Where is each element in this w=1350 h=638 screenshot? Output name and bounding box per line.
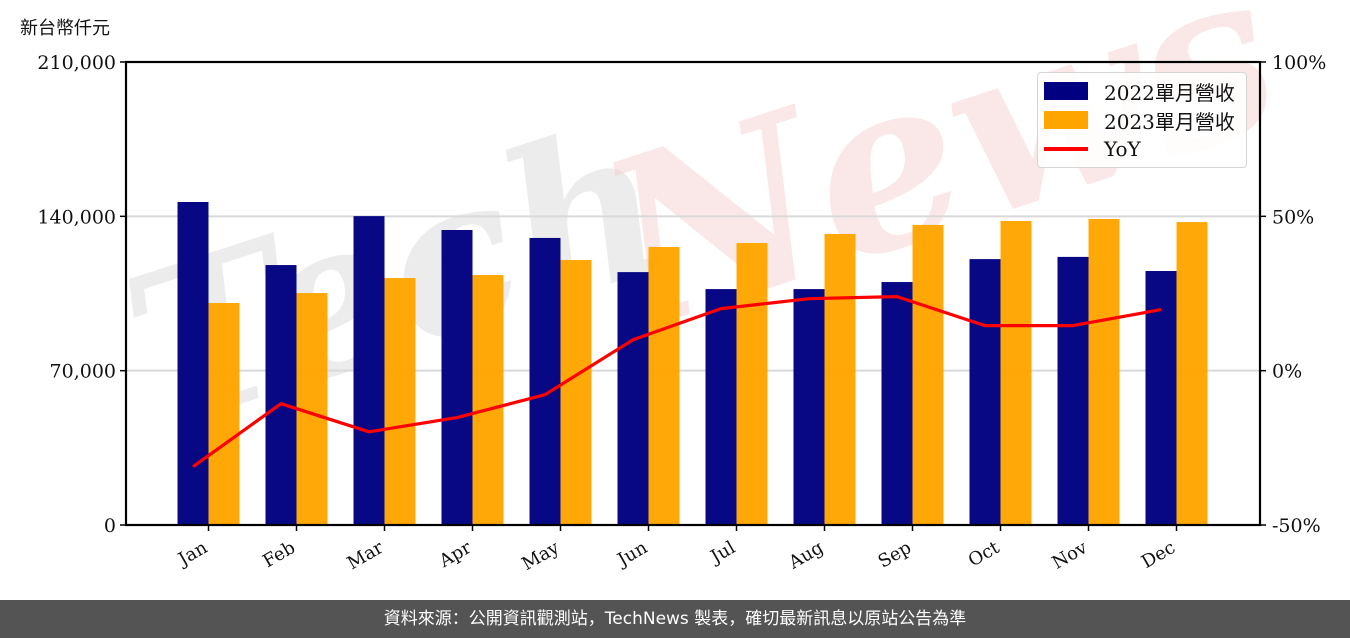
bar-2023-dec <box>1176 222 1208 525</box>
bar-2023-apr <box>472 274 504 525</box>
left-axis-tick-label: 140,000 <box>37 206 116 228</box>
bar-2023-jul <box>736 243 768 525</box>
left-axis-tick-label: 210,000 <box>37 52 116 74</box>
bar-2022-mar <box>353 216 385 525</box>
legend-swatch-2023 <box>1044 111 1088 129</box>
x-axis-tick-label: Jun <box>612 537 651 572</box>
yoy-line <box>192 295 1162 469</box>
bar-2022-sep <box>881 282 913 525</box>
right-axis-tick-label: 100% <box>1272 52 1326 74</box>
legend-swatch-2022 <box>1044 82 1088 100</box>
chart-legend: 2022單月營收 2023單月營收 YoY <box>1037 72 1247 168</box>
legend-item-2023: 2023單月營收 <box>1044 106 1235 134</box>
right-axis-tick-label: -50% <box>1272 515 1321 537</box>
bar-2022-jun <box>617 272 649 525</box>
bar-2023-mar <box>384 278 416 525</box>
bar-2022-jan <box>177 202 209 525</box>
legend-label-2023: 2023單月營收 <box>1104 109 1235 134</box>
bar-2022-oct <box>969 259 1001 525</box>
bar-2022-feb <box>265 265 297 525</box>
bar-2022-nov <box>1057 256 1089 525</box>
bar-2022-dec <box>1145 271 1177 525</box>
yoy-line-series <box>192 295 1162 469</box>
bar-2022-apr <box>441 230 473 525</box>
legend-item-2022: 2022單月營收 <box>1044 77 1235 105</box>
x-axis-tick-label: May <box>518 537 563 575</box>
x-axis-tick-label: Oct <box>965 537 1004 572</box>
bar-2022-aug <box>793 289 825 525</box>
x-axis-tick-label: Mar <box>344 537 388 574</box>
x-axis-tick-label: Dec <box>1138 537 1179 573</box>
legend-label-yoy: YoY <box>1104 137 1141 161</box>
bar-2023-jan <box>208 302 240 525</box>
x-axis-tick-label: Apr <box>435 537 475 572</box>
bar-2023-nov <box>1088 218 1120 525</box>
revenue-chart: TechNews 070,000140,000210,000-50%0%50%1… <box>37 0 1326 575</box>
left-axis-tick-label: 70,000 <box>50 361 116 383</box>
legend-item-yoy: YoY <box>1044 135 1141 163</box>
source-footer: 資料來源：公開資訊觀測站，TechNews 製表，確切最新訊息以原站公告為準 <box>0 600 1350 638</box>
bar-2023-may <box>560 259 592 525</box>
bar-2023-oct <box>1000 220 1032 526</box>
bar-series <box>177 202 1208 526</box>
x-axis-tick-label: Aug <box>784 537 827 574</box>
bar-2022-jul <box>705 289 737 525</box>
x-axis-tick-label: Jul <box>705 537 739 569</box>
x-axis-tick-label: Jan <box>173 537 211 571</box>
right-axis-tick-label: 50% <box>1272 206 1314 228</box>
x-axis-tick-label: Nov <box>1049 537 1092 574</box>
left-axis-tick-label: 0 <box>104 515 116 537</box>
bar-2023-sep <box>912 224 944 526</box>
bar-2023-aug <box>824 233 856 525</box>
bar-2023-jun <box>648 246 680 525</box>
legend-label-2022: 2022單月營收 <box>1104 80 1235 105</box>
bar-2022-may <box>529 237 561 525</box>
x-axis-tick-label: Feb <box>259 537 299 572</box>
y-axis-unit-label: 新台幣仟元 <box>20 18 110 39</box>
x-axis-tick-label: Sep <box>875 537 915 572</box>
right-axis-tick-label: 0% <box>1272 361 1302 383</box>
plot-frame <box>124 60 1262 527</box>
legend-line-yoy <box>1044 147 1088 151</box>
